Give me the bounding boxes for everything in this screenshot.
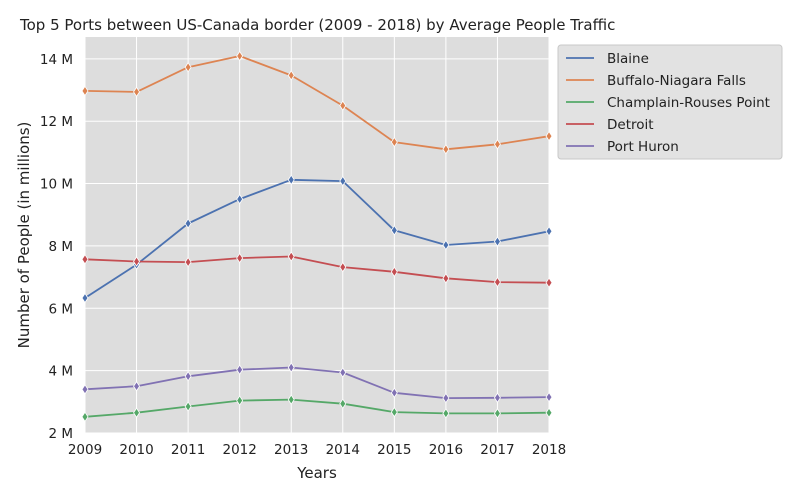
data-point-detroit [184,256,192,268]
y-axis-label: Number of People (in millions) [15,122,33,349]
data-point-buffalo-niagara-falls [287,70,295,81]
y-tick-label: 12 M [40,114,73,130]
series-line-port-huron [85,366,549,400]
data-point-port-huron [287,362,295,373]
data-point-buffalo-niagara-falls [236,50,244,62]
plot-area [85,37,549,433]
x-tick-label: 2013 [274,442,308,458]
series-line-champlain-rouses-point [85,398,549,418]
data-point-champlain-rouses-point [133,407,141,418]
legend-label-port-huron: Port Huron [607,139,679,155]
data-point-champlain-rouses-point [545,407,553,418]
y-tick-label: 6 M [48,301,73,317]
data-point-buffalo-niagara-falls [133,86,141,98]
series-line-buffalo-niagara-falls [85,55,549,151]
data-point-blaine [236,193,244,205]
y-tick-label: 10 M [40,177,73,193]
data-point-champlain-rouses-point [236,395,244,406]
data-point-port-huron [493,392,501,403]
data-point-buffalo-niagara-falls [339,100,347,111]
data-point-champlain-rouses-point [184,401,192,412]
series-line-detroit [85,255,549,284]
data-point-detroit [236,252,244,264]
data-point-detroit [493,276,501,288]
data-point-blaine [81,292,89,304]
data-point-buffalo-niagara-falls [545,130,553,142]
data-point-champlain-rouses-point [339,398,347,409]
data-point-port-huron [545,391,553,403]
data-point-port-huron [442,392,450,404]
legend-box [557,44,783,160]
data-point-detroit [339,261,347,273]
data-point-detroit [287,251,295,262]
y-tick-label: 2 M [48,426,73,442]
data-point-blaine [390,225,398,236]
series-line-blaine [85,178,549,299]
data-point-detroit [81,254,89,265]
x-tick-label: 2018 [532,442,566,458]
x-tick-label: 2009 [68,442,102,458]
data-point-blaine [184,218,192,229]
data-point-detroit [390,266,398,278]
data-point-detroit [442,273,450,284]
data-point-detroit [133,256,141,267]
x-tick-label: 2014 [326,442,360,458]
data-point-detroit [545,277,553,288]
x-tick-label: 2010 [119,442,153,458]
data-point-blaine [493,236,501,247]
y-tick-label: 8 M [48,239,73,255]
data-point-buffalo-niagara-falls [390,136,398,148]
data-point-champlain-rouses-point [493,408,501,419]
series-group [85,55,549,418]
data-point-port-huron [184,371,192,382]
x-axis-label: Years [296,464,337,482]
data-point-blaine [287,174,295,186]
data-point-buffalo-niagara-falls [184,62,192,73]
x-tick-label: 2016 [429,442,463,458]
data-point-buffalo-niagara-falls [81,85,89,97]
marker-group [81,50,553,423]
x-tick-label: 2011 [171,442,205,458]
legend: Blaine Buffalo-Niagara Falls Champlain-Rou… [557,44,783,160]
data-point-port-huron [133,381,141,392]
legend-label-champlain-rouses-point: Champlain-Rouses Point [607,95,770,111]
data-point-buffalo-niagara-falls [493,139,501,150]
tick-labels: 2 M 4 M 6 M 8 M 10 M 12 M 14 M 2009 2010 2011 2012… [40,52,566,458]
data-point-champlain-rouses-point [81,411,89,423]
legend-label-detroit: Detroit [607,117,654,133]
data-point-blaine [339,175,347,187]
chart-title: Top 5 Ports between US-Canada border (20… [19,16,615,34]
data-point-champlain-rouses-point [390,406,398,418]
data-point-blaine [442,239,450,251]
legend-label-buffalo-niagara-falls: Buffalo-Niagara Falls [607,73,746,89]
data-point-port-huron [236,364,244,375]
legend-label-blaine: Blaine [607,51,649,67]
data-point-champlain-rouses-point [442,408,450,419]
x-tick-label: 2012 [222,442,256,458]
data-point-port-huron [390,387,398,398]
x-tick-label: 2015 [377,442,411,458]
y-tick-label: 4 M [48,364,73,380]
data-point-port-huron [81,384,89,395]
x-tick-label: 2017 [480,442,514,458]
data-point-port-huron [339,367,347,378]
y-tick-label: 14 M [40,52,73,68]
data-point-buffalo-niagara-falls [442,144,450,155]
data-point-champlain-rouses-point [287,394,295,405]
data-point-blaine [545,226,553,237]
